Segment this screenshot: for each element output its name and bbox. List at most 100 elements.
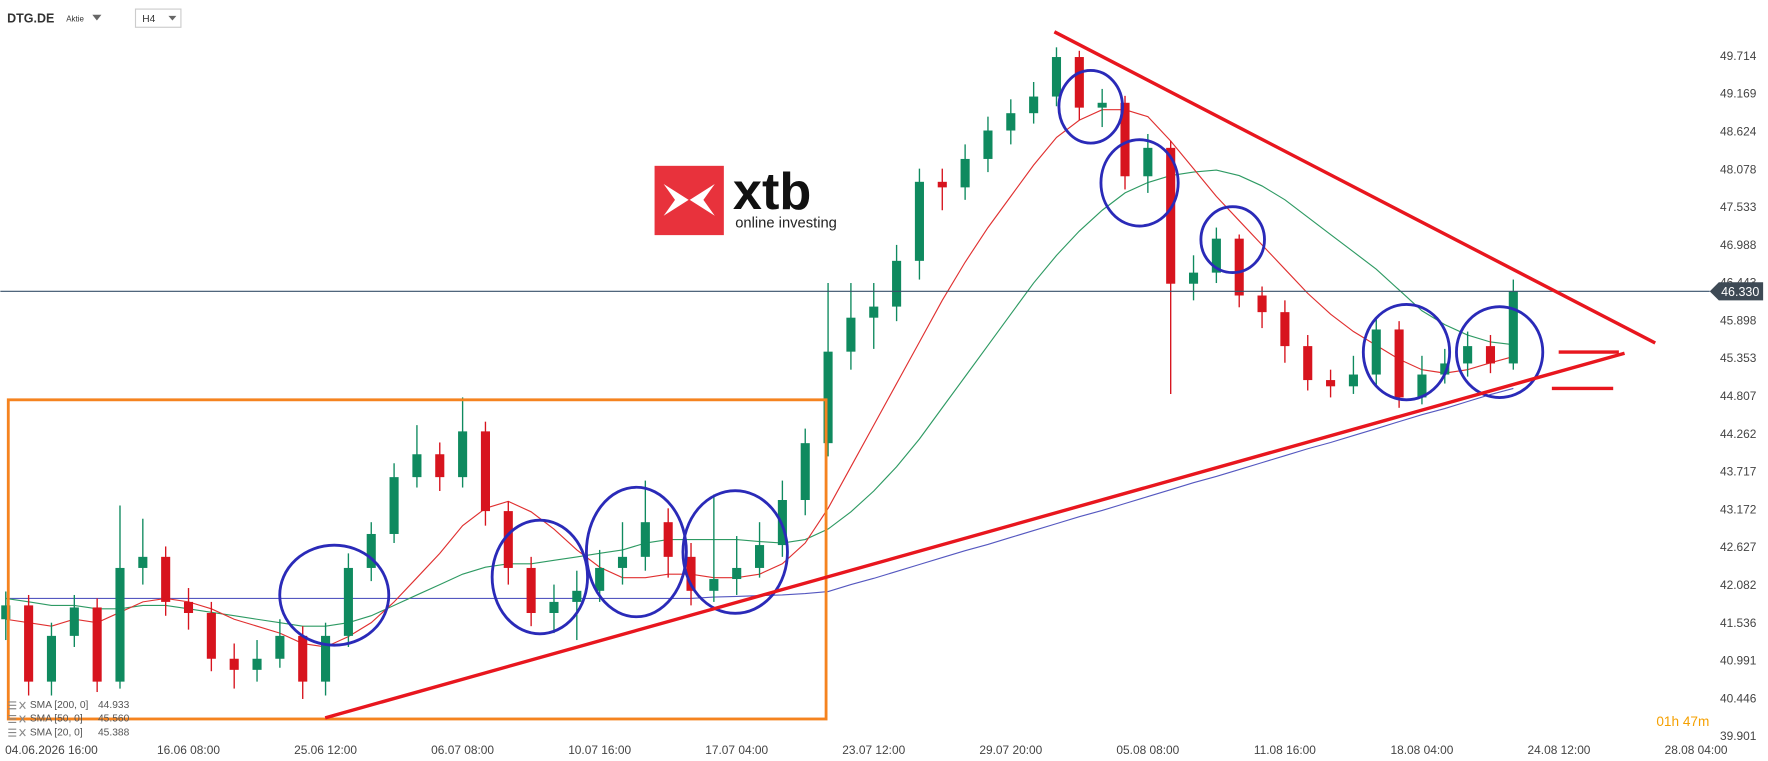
candle-body — [1120, 102, 1130, 177]
candle-body — [366, 533, 376, 568]
resistance-line — [1053, 30, 1657, 345]
candle-body — [1097, 102, 1107, 108]
legend-icon — [8, 728, 26, 737]
circle — [681, 489, 789, 615]
candle-body — [503, 511, 513, 568]
candle-body — [686, 556, 696, 591]
y-tick-label: 48.078 — [1720, 162, 1757, 176]
candle-body — [663, 522, 673, 557]
candle-body — [298, 635, 308, 682]
y-tick-label: 44.262 — [1720, 427, 1757, 441]
x-tick-label: 25.06 12:00 — [294, 743, 357, 757]
circle — [1099, 138, 1180, 228]
candle-body — [755, 545, 765, 568]
range-box — [6, 398, 828, 721]
legend-value: 44.933 — [98, 700, 130, 711]
candle-body — [732, 567, 742, 580]
y-tick-label: 45.898 — [1720, 313, 1757, 327]
candle-body — [1, 605, 11, 620]
symbol: DTG.DE — [7, 12, 54, 26]
candle-body — [937, 181, 947, 188]
legend-icon — [8, 701, 26, 710]
y-tick-label: 44.807 — [1720, 389, 1757, 403]
y-tick-label: 43.172 — [1720, 502, 1757, 516]
candle-body — [69, 607, 79, 636]
candle-body — [526, 567, 536, 614]
symbol-dropdown[interactable] — [92, 14, 102, 21]
logo-tagline: online investing — [735, 216, 837, 232]
candle-body — [92, 607, 102, 682]
candle-body — [115, 567, 125, 682]
candle-body — [321, 635, 331, 682]
candle-body — [1485, 346, 1496, 364]
x-tick-label: 04.06.2026 16:00 — [5, 743, 98, 757]
candle-body — [1188, 272, 1199, 284]
x-tick-label: 10.07 16:00 — [568, 743, 631, 757]
y-tick-label: 45.353 — [1720, 351, 1757, 365]
trend-lines — [324, 30, 1657, 720]
candle-body — [572, 590, 582, 602]
legend-name: SMA [20, 0] — [30, 727, 83, 738]
candle-body — [914, 181, 924, 261]
candle-body — [892, 260, 902, 307]
candle-body — [640, 522, 650, 557]
candle-body — [709, 579, 719, 591]
y-tick-label: 42.627 — [1720, 540, 1757, 554]
candle-body — [1371, 329, 1381, 375]
circle — [584, 485, 688, 619]
candle-body — [1417, 374, 1427, 398]
candle-body — [983, 130, 993, 159]
candle-body — [1006, 113, 1016, 131]
x-tick-label: 17.07 04:00 — [705, 743, 768, 757]
x-tick-label: 11.08 16:00 — [1254, 743, 1316, 757]
x-tick-label: 24.08 12:00 — [1528, 743, 1591, 757]
circle — [490, 518, 589, 636]
candle-body — [46, 635, 57, 682]
candle-body — [1303, 346, 1313, 381]
x-tick-label: 29.07 20:00 — [979, 743, 1042, 757]
logo-mark — [654, 165, 724, 236]
candle-body — [1348, 374, 1358, 387]
plot-area — [0, 47, 1710, 699]
y-tick-label: 46.988 — [1720, 238, 1757, 252]
candle-body — [206, 613, 216, 659]
x-tick-label: 05.08 08:00 — [1116, 743, 1179, 757]
candle-body — [1440, 363, 1450, 375]
candle-body — [24, 605, 34, 682]
circle — [1199, 205, 1266, 275]
candle-body — [343, 567, 353, 636]
candle-body — [1211, 238, 1221, 273]
candle-body — [435, 454, 445, 478]
legend-value: 45.560 — [98, 714, 130, 725]
circle — [278, 543, 391, 647]
countdown: 01h 47m — [1656, 714, 1709, 729]
candle-body — [1143, 147, 1153, 177]
candle-body — [138, 556, 148, 568]
candle-body — [480, 431, 490, 512]
y-tick-label: 48.624 — [1720, 124, 1757, 138]
y-tick-label: 49.714 — [1720, 49, 1757, 63]
x-tick-label: 28.08 04:00 — [1665, 743, 1728, 757]
x-tick-label: 06.07 08:00 — [431, 743, 494, 757]
candle-body — [1326, 380, 1336, 387]
y-tick-label: 39.901 — [1720, 729, 1757, 743]
candle-body — [1508, 291, 1518, 364]
candle-body — [389, 477, 399, 534]
x-tick-label: 16.06 08:00 — [157, 743, 220, 757]
candle-body — [869, 306, 879, 318]
candle-body — [1166, 147, 1176, 284]
candle-body — [275, 635, 285, 659]
y-tick-label: 49.169 — [1720, 87, 1757, 101]
candle-body — [1029, 96, 1039, 114]
y-tick-label: 40.446 — [1720, 691, 1757, 705]
y-tick-label: 42.082 — [1720, 578, 1757, 592]
timeframe-box[interactable] — [134, 8, 182, 28]
candle-body — [960, 158, 970, 188]
candle-body — [1051, 57, 1062, 97]
candle-body — [1257, 295, 1267, 313]
circle — [1057, 69, 1124, 145]
candle-body — [412, 454, 422, 478]
last-price-box — [1709, 282, 1764, 301]
timeframe-dropdown — [168, 15, 177, 21]
support-line — [324, 351, 1626, 720]
